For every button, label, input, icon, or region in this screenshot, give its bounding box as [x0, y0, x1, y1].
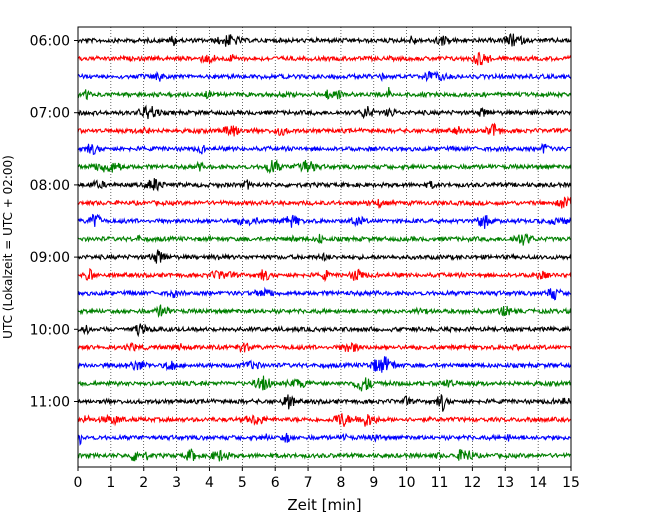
x-tick-label-3: 3 [172, 475, 181, 491]
trace-18 [77, 356, 572, 373]
x-tick-label-10: 10 [398, 475, 416, 491]
trace-3 [77, 87, 572, 101]
trace-1 [77, 51, 572, 66]
trace-20 [77, 394, 572, 412]
x-tick-label-4: 4 [205, 475, 214, 491]
trace-10 [77, 213, 572, 229]
trace-0 [77, 33, 572, 47]
x-tick-label-0: 0 [74, 475, 83, 491]
y-tick-label-4: 10:00 [30, 322, 70, 338]
trace-7 [77, 158, 572, 174]
x-tick-label-11: 11 [431, 475, 449, 491]
x-tick-label-13: 13 [496, 475, 514, 491]
x-tick-label-9: 9 [369, 475, 378, 491]
y-tick-label-3: 09:00 [30, 250, 70, 266]
x-tick-label-2: 2 [139, 475, 148, 491]
trace-5 [77, 122, 572, 137]
x-axis-ticks: 0 1 2 3 4 5 6 7 8 9 10 11 12 13 14 15 [74, 467, 580, 491]
x-tick-label-12: 12 [463, 475, 481, 491]
trace-9 [77, 195, 572, 209]
y-tick-label-0: 06:00 [30, 34, 70, 50]
y-tick-label-2: 08:00 [30, 178, 70, 194]
trace-23 [77, 448, 572, 462]
seismogram-traces [77, 33, 572, 462]
trace-15 [77, 304, 572, 319]
x-tick-label-5: 5 [238, 475, 247, 491]
trace-22 [77, 432, 572, 446]
y-axis-label: UTC (Lokalzeit = UTC + 02:00) [1, 155, 15, 339]
trace-8 [77, 178, 572, 192]
x-tick-label-1: 1 [106, 475, 115, 491]
trace-17 [77, 342, 572, 353]
trace-2 [77, 70, 572, 83]
y-axis-ticks: 06:00 07:00 08:00 09:00 10:00 11:00 [30, 34, 78, 411]
trace-6 [77, 142, 571, 156]
y-tick-label-1: 07:00 [30, 106, 70, 122]
trace-13 [77, 267, 572, 283]
x-tick-label-14: 14 [529, 475, 547, 491]
trace-12 [77, 249, 572, 264]
plot-frame [77, 26, 572, 468]
y-tick-label-5: 11:00 [30, 395, 70, 411]
x-tick-label-6: 6 [271, 475, 280, 491]
x-axis-label: Zeit [min] [287, 496, 361, 514]
trace-16 [77, 323, 571, 338]
trace-19 [77, 375, 572, 392]
x-tick-label-7: 7 [304, 475, 313, 491]
trace-21 [77, 413, 572, 427]
trace-4 [77, 104, 572, 120]
trace-11 [77, 233, 572, 246]
x-tick-label-8: 8 [336, 475, 345, 491]
trace-14 [77, 286, 572, 301]
x-tick-label-15: 15 [562, 475, 580, 491]
